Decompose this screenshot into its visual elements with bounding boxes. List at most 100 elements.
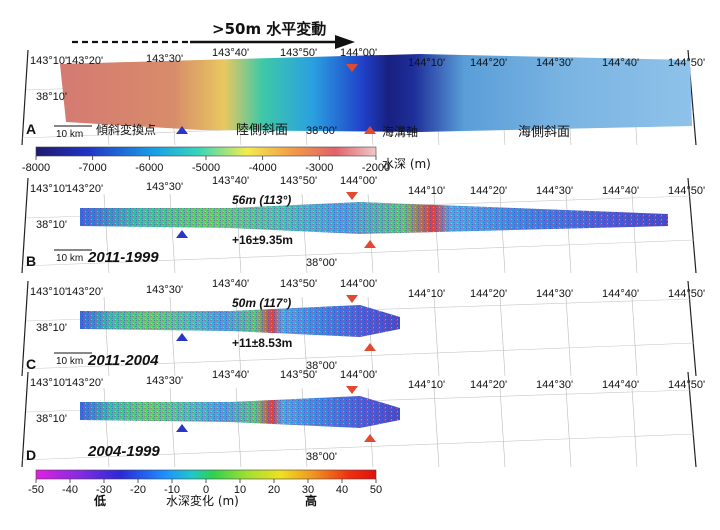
panel-b: 143°10'143°20' 143°30' 143°40' 143°50' 144°0…	[21, 175, 705, 274]
lon-label: 143°50'	[280, 278, 317, 290]
change-tick-label: 0	[203, 484, 209, 496]
lon-label: 144°50'	[668, 288, 705, 300]
trench-axis-marker-bottom	[364, 126, 376, 134]
lon-label: 143°40'	[212, 278, 249, 290]
period-label: 2011-1999	[87, 249, 159, 266]
horizontal-shift-label: 56m (113°)	[232, 193, 291, 207]
trench-axis-marker-top	[346, 295, 358, 303]
change-tick-label: 10	[234, 484, 246, 496]
lon-label: 144°10'	[408, 57, 445, 69]
trench-axis-marker-top	[346, 64, 358, 72]
horizontal-shift-label: 50m (117°)	[232, 296, 291, 310]
lon-label: 143°40'	[212, 47, 249, 59]
trench-axis-marker-top	[346, 386, 358, 394]
lon-label: 143°50'	[280, 47, 317, 59]
panel-c: 143°10'143°20' 143°30' 143°40' 143°50' 144°0…	[21, 278, 705, 377]
change-tick-label: -40	[62, 484, 78, 496]
lon-label: 144°40'	[602, 57, 639, 69]
change-tick-label: 50	[370, 484, 382, 496]
lon-label: 144°00'	[340, 278, 377, 290]
change-colorbar: -50 -40 -30 -20 -10 0 10 20 30 40 50 低 水深変化 (m) 高	[28, 469, 382, 508]
slope-break-marker	[176, 126, 188, 134]
bathymetry-strip	[60, 54, 692, 132]
lat-label-north: 38°10'	[36, 219, 67, 231]
scale-label: 10 km	[56, 129, 83, 140]
depth-colorbar: -8000 -7000 -6000 -5000 -4000 -3000 -2000 水深 (…	[22, 146, 431, 174]
lon-label: 144°50'	[668, 185, 705, 197]
lon-label: 143°30'	[146, 375, 183, 387]
panel-d: 143°10'143°20' 143°30' 143°40' 143°50' 144°0…	[21, 369, 705, 468]
arrow-label: >50m 水平変動	[212, 20, 326, 38]
lat-label-south: 38°00'	[306, 360, 337, 372]
annotation-landward-slope: 陸側斜面	[236, 122, 288, 138]
horizontal-shift-arrow: >50m 水平変動	[72, 20, 355, 49]
lon-label: 144°10'	[408, 379, 445, 391]
lon-label: 144°00'	[340, 369, 377, 381]
vertical-change-label: +16±9.35m	[232, 233, 293, 247]
lon-label: 143°10'	[30, 286, 67, 298]
change-tick-label: -30	[96, 484, 112, 496]
trench-axis-marker-bottom	[364, 240, 376, 248]
panel-letter: B	[26, 253, 36, 269]
depth-tick-label: -3000	[305, 162, 333, 174]
change-tick-label: 30	[302, 484, 314, 496]
scale-label: 10 km	[56, 356, 83, 367]
lat-label-north: 38°10'	[36, 322, 67, 334]
lon-label: 143°50'	[280, 369, 317, 381]
slope-break-marker	[176, 230, 188, 238]
lon-label: 144°10'	[408, 185, 445, 197]
depth-tick-label: -5000	[192, 162, 220, 174]
lon-label: 143°20'	[66, 286, 103, 298]
lon-label: 143°20'	[66, 183, 103, 195]
vertical-change-label: +11±8.53m	[232, 336, 292, 350]
lon-label: 144°40'	[602, 379, 639, 391]
panel-letter: D	[26, 447, 36, 463]
trench-axis-marker-top	[346, 192, 358, 200]
lon-label: 143°30'	[146, 284, 183, 296]
panel-letter: C	[26, 356, 36, 372]
panel-a: 143°10'143°20' 143°30' 143°40' 143°50' 144°0…	[21, 47, 705, 146]
lon-label: 143°40'	[212, 369, 249, 381]
lon-label: 143°20'	[66, 377, 103, 389]
period-label: 2011-2004	[87, 352, 159, 369]
depth-tick-label: -8000	[22, 162, 50, 174]
period-label: 2004-1999	[87, 443, 160, 460]
change-colorbar-bar	[35, 469, 377, 480]
lon-label: 144°10'	[408, 288, 445, 300]
change-tick-label: -50	[28, 484, 44, 496]
lon-label: 144°50'	[668, 57, 705, 69]
lon-label: 143°30'	[146, 181, 183, 193]
lon-label: 143°40'	[212, 175, 249, 187]
lon-label: 144°00'	[340, 47, 377, 59]
depth-tick-label: -7000	[79, 162, 107, 174]
depth-change-texture	[80, 202, 668, 234]
lat-label-north: 38°10'	[36, 91, 67, 103]
slope-break-marker	[176, 424, 188, 432]
change-colorbar-high: 高	[305, 493, 317, 508]
depth-tick-label: -4000	[249, 162, 277, 174]
change-tick-label: -10	[164, 484, 180, 496]
change-colorbar-low: 低	[93, 493, 106, 508]
annotation-slope-break: 傾斜変換点	[96, 122, 156, 137]
scale-label: 10 km	[56, 253, 83, 264]
lon-label: 144°00'	[340, 175, 377, 187]
lat-label-south: 38°00'	[306, 257, 337, 269]
lon-label: 143°50'	[280, 175, 317, 187]
lon-label: 144°30'	[536, 185, 573, 197]
change-colorbar-unit: 水深変化 (m)	[166, 493, 239, 508]
depth-colorbar-ticks: -8000 -7000 -6000 -5000 -4000 -3000 -2000	[22, 156, 390, 174]
annotation-trench-axis: 海溝軸	[382, 124, 418, 139]
lon-label: 144°30'	[536, 288, 573, 300]
lat-label-south: 38°00'	[306, 125, 337, 137]
annotation-seaward-slope: 海側斜面	[518, 125, 570, 140]
lat-label-south: 38°00'	[306, 451, 337, 463]
trench-axis-marker-bottom	[364, 434, 376, 442]
depth-colorbar-bar	[35, 146, 377, 157]
slope-break-marker	[176, 333, 188, 341]
trench-axis-marker-bottom	[364, 343, 376, 351]
lon-label: 144°20'	[470, 185, 507, 197]
lon-label: 144°50'	[668, 379, 705, 391]
lon-label: 144°20'	[470, 379, 507, 391]
lon-label: 144°30'	[536, 57, 573, 69]
